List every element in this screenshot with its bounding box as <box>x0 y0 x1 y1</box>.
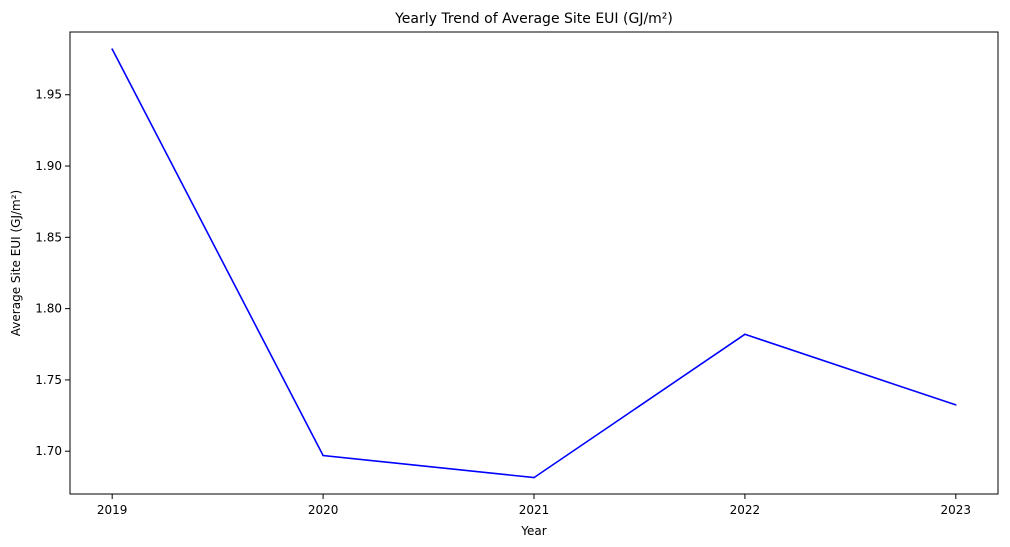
y-tick-label: 1.90 <box>35 159 62 173</box>
data-point <box>955 404 957 406</box>
data-point <box>744 333 746 336</box>
x-tick-label: 2021 <box>519 503 550 517</box>
y-tick-label: 1.80 <box>35 302 62 316</box>
chart-title: Yearly Trend of Average Site EUI (GJ/m²) <box>394 11 673 27</box>
data-point <box>111 48 113 50</box>
x-axis: 2019 2020 2021 2022 2023 <box>97 494 971 517</box>
y-axis: 1.70 1.75 1.80 1.85 1.90 1.95 <box>35 88 70 458</box>
x-axis-label: Year <box>520 524 546 538</box>
data-point <box>533 476 535 479</box>
x-tick-label: 2020 <box>308 503 339 517</box>
data-point <box>322 454 324 457</box>
y-tick-label: 1.85 <box>35 230 62 244</box>
plot-area <box>69 31 999 495</box>
x-tick-label: 2022 <box>730 503 761 517</box>
x-tick-label: 2023 <box>941 503 972 517</box>
x-tick-label: 2019 <box>97 503 128 517</box>
y-axis-label: Average Site EUI (GJ/m²) <box>9 190 23 336</box>
y-tick-label: 1.70 <box>35 444 62 458</box>
series-line <box>111 48 957 479</box>
y-tick-label: 1.75 <box>35 373 62 387</box>
y-tick-label: 1.95 <box>35 88 62 102</box>
series-layer <box>111 48 957 479</box>
